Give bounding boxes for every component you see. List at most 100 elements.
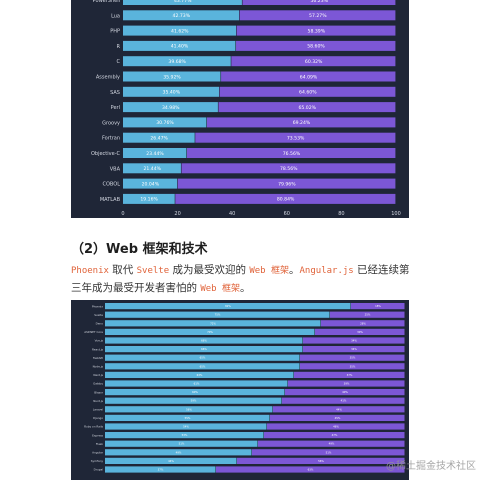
- loved-bar: [123, 102, 218, 113]
- data-label: 54%: [183, 425, 189, 429]
- data-label: 58.39%: [308, 28, 326, 34]
- code-web-framework: Web 框架: [249, 266, 290, 276]
- data-label: 78.56%: [280, 166, 298, 172]
- x-tick-label: 80: [338, 211, 344, 217]
- data-label: 69.24%: [293, 120, 311, 126]
- dreaded-bar: [236, 40, 396, 51]
- loved-bar: [105, 440, 258, 447]
- data-label: 49%: [176, 450, 182, 454]
- loved-bar: [105, 380, 288, 387]
- loved-bar: [123, 148, 187, 158]
- loved-bar: [123, 25, 237, 36]
- data-label: 25%: [365, 313, 371, 317]
- category-label: Lua: [111, 13, 120, 19]
- data-label: 47%: [332, 433, 338, 437]
- loved-bar: [105, 466, 216, 473]
- category-label: Next.js: [93, 373, 103, 377]
- category-label: Django: [93, 416, 103, 420]
- dreaded-bar: [195, 132, 396, 143]
- dreaded-bar: [242, 0, 396, 5]
- dreaded-bar: [221, 71, 396, 82]
- data-label: 30.76%: [156, 120, 174, 126]
- data-label: 35%: [350, 356, 356, 360]
- data-label: 72%: [210, 321, 216, 325]
- loved-bar: [105, 423, 267, 430]
- data-label: 61%: [194, 382, 200, 386]
- loved-bar: [123, 178, 178, 189]
- data-label: 64.09%: [300, 74, 318, 80]
- data-label: 39.68%: [168, 59, 186, 65]
- data-label: 51%: [179, 442, 185, 446]
- data-label: 63%: [197, 373, 203, 377]
- x-tick-label: 0: [121, 211, 124, 217]
- dreaded-bar: [315, 328, 405, 335]
- data-label: 49%: [329, 442, 335, 446]
- dreaded-bar: [330, 311, 405, 318]
- category-label: Ruby on Rails: [84, 425, 103, 429]
- code-web-framework-2: Web 框架: [200, 284, 241, 294]
- category-label: Express: [92, 433, 103, 437]
- category-label: PowerShell: [93, 0, 120, 4]
- dreaded-bar: [186, 148, 396, 158]
- dreaded-bar: [236, 25, 396, 36]
- code-svelte: Svelte: [136, 266, 170, 276]
- data-label: 57.27%: [309, 13, 327, 19]
- data-label: 60.32%: [305, 59, 323, 65]
- data-label: 80.84%: [277, 197, 295, 203]
- text-segment: 已经连续第三年成为最受开发者害怕的: [71, 264, 410, 294]
- loved-dreaded-languages-chart: PowerShell 43.77% 56.23% Lua 42.73% 57.27% PHP…: [71, 0, 409, 218]
- article-paragraph: Phoenix 取代 Svelte 成为最受欢迎的 Web 框架。Angular…: [71, 262, 411, 298]
- data-label: 44%: [168, 459, 174, 463]
- loved-bar: [105, 389, 285, 396]
- category-label: FastAPI: [93, 356, 103, 360]
- data-label: 41.40%: [171, 44, 189, 50]
- loved-bar: [123, 132, 195, 143]
- dreaded-bar: [270, 414, 405, 421]
- data-label: 41%: [341, 399, 347, 403]
- web-frameworks-chart: Phoenix 82% 18% Svelte 75% 25% Deno 72% 28% ASP.N…: [71, 300, 409, 480]
- watermark: @稀土掘金技术社区: [386, 461, 476, 472]
- data-label: 40%: [342, 390, 348, 394]
- loved-bar: [123, 40, 236, 51]
- dreaded-bar: [177, 178, 396, 189]
- dreaded-bar: [351, 303, 405, 310]
- loved-bar: [105, 328, 315, 335]
- x-tick-label: 100: [391, 211, 401, 217]
- dreaded-bar: [288, 380, 405, 387]
- data-label: 28%: [360, 321, 366, 325]
- data-label: 70%: [207, 330, 213, 334]
- dreaded-bar: [237, 457, 405, 464]
- dreaded-bar: [175, 193, 396, 204]
- loved-bar: [123, 71, 221, 82]
- data-label: 76.56%: [283, 151, 301, 157]
- category-label: Blazor: [94, 390, 104, 394]
- category-label: MATLAB: [100, 197, 121, 203]
- data-label: 65%: [200, 364, 206, 368]
- data-label: 59%: [191, 399, 197, 403]
- data-label: 44%: [336, 407, 342, 411]
- dreaded-bar: [300, 363, 405, 370]
- category-label: VBA: [110, 166, 121, 172]
- category-label: Deno: [96, 322, 104, 326]
- dreaded-bar: [219, 86, 396, 97]
- dreaded-bar: [285, 389, 405, 396]
- category-label: Drupal: [94, 468, 104, 472]
- loved-bar: [105, 397, 282, 404]
- loved-bar: [105, 320, 321, 327]
- data-label: 58.60%: [307, 44, 325, 50]
- loved-bar: [105, 346, 303, 353]
- data-label: 63%: [308, 468, 314, 472]
- data-label: 35.40%: [163, 90, 181, 96]
- loved-bar: [105, 354, 300, 361]
- dreaded-bar: [321, 320, 405, 327]
- category-label: Node.js: [93, 365, 104, 369]
- code-angular: Angular.js: [299, 266, 354, 276]
- data-label: 43.77%: [174, 0, 192, 4]
- data-label: 55%: [185, 416, 191, 420]
- data-label: 26.47%: [150, 136, 168, 142]
- dreaded-bar: [303, 337, 405, 344]
- loved-bar: [105, 363, 300, 370]
- category-label: Nuxt.js: [93, 399, 103, 403]
- category-label: ASP.NET Core: [84, 330, 103, 334]
- dreaded-bar: [282, 397, 405, 404]
